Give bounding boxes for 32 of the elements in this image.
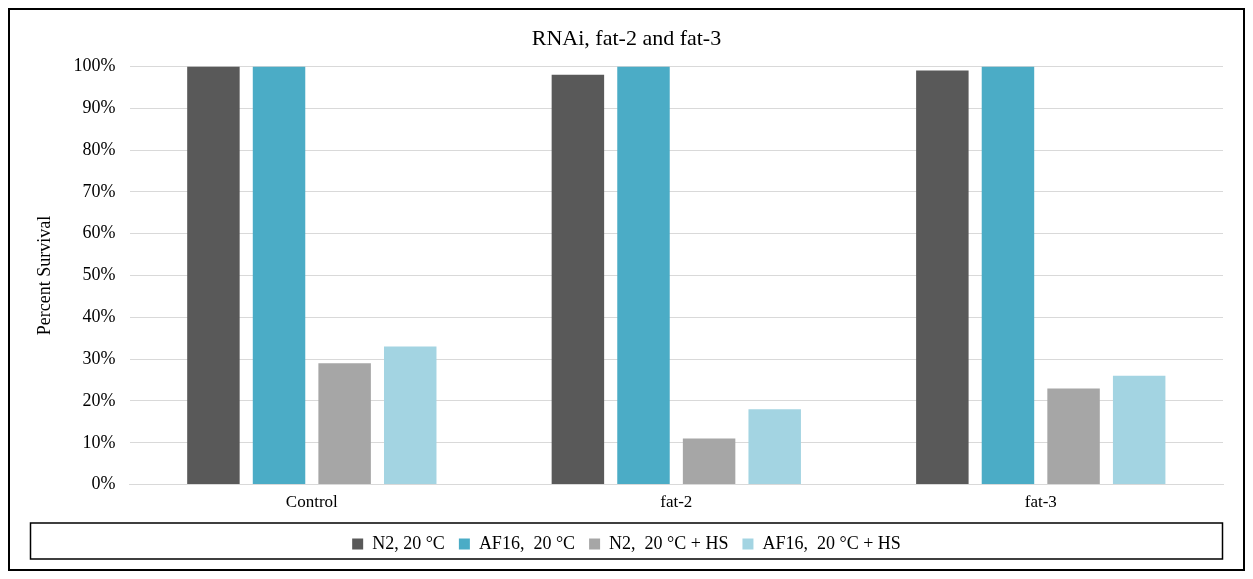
y-tick-label: 0% [91, 473, 116, 494]
legend-label: N2, 20 °C + HS [609, 532, 729, 553]
y-tick-label: 40% [82, 306, 116, 327]
bar [1112, 375, 1166, 485]
y-tick-label: 80% [82, 138, 116, 159]
x-tick-label: Control [285, 492, 339, 512]
y-tick-label: 20% [82, 389, 116, 410]
x-tick-label: fat-2 [660, 492, 693, 512]
legend-label: N2, 20 °C [372, 532, 445, 553]
bar [318, 363, 371, 485]
chart-title: RNAi, fat-2 and fat-3 [531, 24, 722, 50]
bar [551, 74, 605, 485]
y-tick-label: 70% [82, 180, 116, 201]
y-tick-label: 10% [82, 431, 116, 452]
bar [981, 66, 1035, 485]
bar [187, 66, 240, 485]
bar [252, 66, 306, 485]
x-tick-label: fat-3 [1024, 492, 1057, 512]
legend-label: AF16, 20 °C + HS [762, 532, 901, 553]
legend-label: AF16, 20 °C [478, 532, 576, 553]
y-tick-label: 60% [82, 222, 116, 243]
bar [617, 66, 670, 485]
bar [748, 409, 801, 485]
y-axis-title: Percent Survival [33, 215, 54, 336]
y-tick-label: 90% [82, 96, 116, 117]
bar [916, 70, 969, 485]
bar [1047, 388, 1100, 485]
y-tick-label: 100% [73, 55, 116, 76]
y-tick-label: 30% [82, 347, 116, 368]
bar [682, 438, 736, 485]
y-tick-label: 50% [82, 264, 116, 285]
bar [383, 346, 437, 485]
